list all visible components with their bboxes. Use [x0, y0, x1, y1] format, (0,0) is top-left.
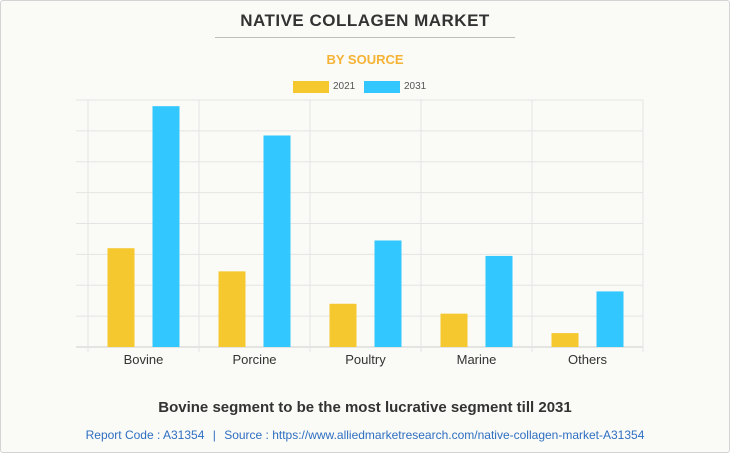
legend-label-2021: 2021	[333, 81, 356, 92]
bar-others-2031[interactable]	[596, 291, 624, 347]
x-tick-label-marine: Marine	[457, 352, 497, 367]
bar-others-2021[interactable]	[551, 333, 579, 347]
bar-marine-2031[interactable]	[485, 255, 513, 347]
bar-poultry-2031[interactable]	[374, 240, 402, 347]
x-tick-label-porcine: Porcine	[232, 352, 276, 367]
footer: Report Code : A31354 | Source : https://…	[0, 428, 730, 442]
chart-title: NATIVE COLLAGEN MARKET	[240, 11, 490, 30]
legend: 2021 2031	[0, 80, 730, 94]
bar-porcine-2031[interactable]	[263, 135, 291, 347]
chart-subtitle: BY SOURCE	[326, 52, 404, 67]
bar-bovine-2031[interactable]	[152, 106, 180, 347]
bar-poultry-2021[interactable]	[329, 303, 357, 347]
legend-swatch-2031	[364, 81, 400, 93]
report-code: Report Code : A31354	[85, 428, 205, 442]
source-link[interactable]: Source : https://www.alliedmarketresearc…	[224, 428, 645, 442]
x-tick-label-others: Others	[568, 352, 608, 367]
bar-porcine-2021[interactable]	[218, 271, 246, 347]
bar-chart: Bovine Porcine Poultry Marine Others	[76, 99, 644, 367]
legend-label-2031: 2031	[404, 81, 427, 92]
bar-bovine-2021[interactable]	[107, 248, 135, 347]
bar-marine-2021[interactable]	[440, 313, 468, 347]
legend-swatch-2021	[293, 81, 329, 93]
chart-headline: Bovine segment to be the most lucrative …	[158, 399, 572, 416]
x-tick-label-bovine: Bovine	[124, 352, 164, 367]
footer-separator: |	[212, 428, 216, 442]
x-tick-label-poultry: Poultry	[345, 352, 386, 367]
title-divider	[215, 37, 515, 38]
